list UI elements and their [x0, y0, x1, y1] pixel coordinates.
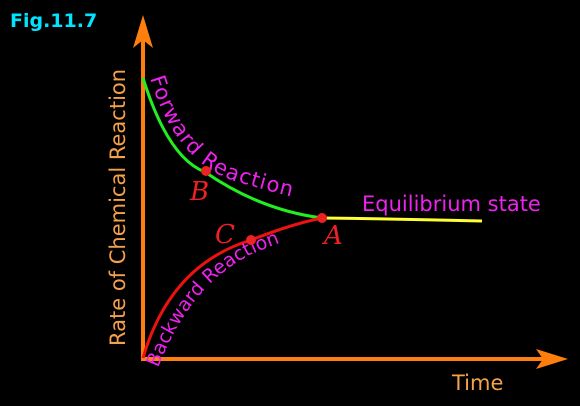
point-a-marker — [317, 213, 327, 223]
equilibrium-line — [321, 216, 483, 223]
point-c-marker — [246, 235, 256, 245]
point-a-label: A — [322, 221, 343, 251]
backward-reaction-label: Backward Reaction — [142, 227, 282, 370]
point-c-label: C — [215, 220, 235, 250]
point-b-label: B — [189, 177, 209, 207]
x-axis-label: Time — [451, 371, 503, 395]
x-axis-arrow-icon — [536, 349, 568, 369]
y-axis-arrow-icon — [133, 15, 153, 48]
backward-reaction-curve — [141, 216, 323, 359]
equilibrium-state-label: Equilibrium state — [362, 192, 541, 216]
y-axis-label: Rate of Chemical Reaction — [106, 69, 130, 346]
point-b-marker — [201, 166, 211, 176]
figure-label: Fig.11.7 — [10, 10, 97, 32]
